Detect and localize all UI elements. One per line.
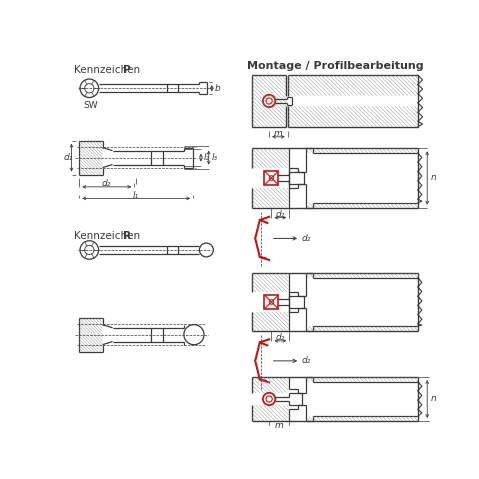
Text: d₂: d₂ (302, 234, 311, 243)
Text: d₂: d₂ (276, 210, 285, 219)
Bar (264, 295, 278, 309)
Text: Kennzeichen: Kennzeichen (74, 65, 143, 75)
Text: d₂: d₂ (276, 333, 285, 342)
Text: m: m (274, 129, 283, 138)
Text: Kennzeichen: Kennzeichen (74, 231, 143, 241)
Text: d₁: d₁ (64, 153, 73, 162)
Text: R: R (123, 231, 131, 241)
Text: Montage / Profilbearbeitung: Montage / Profilbearbeitung (248, 61, 424, 71)
Text: l₃: l₃ (212, 153, 218, 162)
Text: b: b (215, 84, 221, 93)
Bar (264, 171, 278, 185)
Text: P: P (123, 65, 130, 75)
Text: m: m (274, 421, 283, 430)
Bar (79, 141, 103, 174)
Text: l₂: l₂ (204, 153, 210, 162)
Text: n: n (431, 173, 437, 182)
Bar (79, 318, 103, 352)
Text: d₂: d₂ (302, 356, 311, 365)
Text: SW: SW (83, 102, 98, 110)
Text: d₂: d₂ (102, 179, 112, 188)
Text: l₁: l₁ (133, 191, 139, 200)
Text: n: n (430, 395, 436, 403)
